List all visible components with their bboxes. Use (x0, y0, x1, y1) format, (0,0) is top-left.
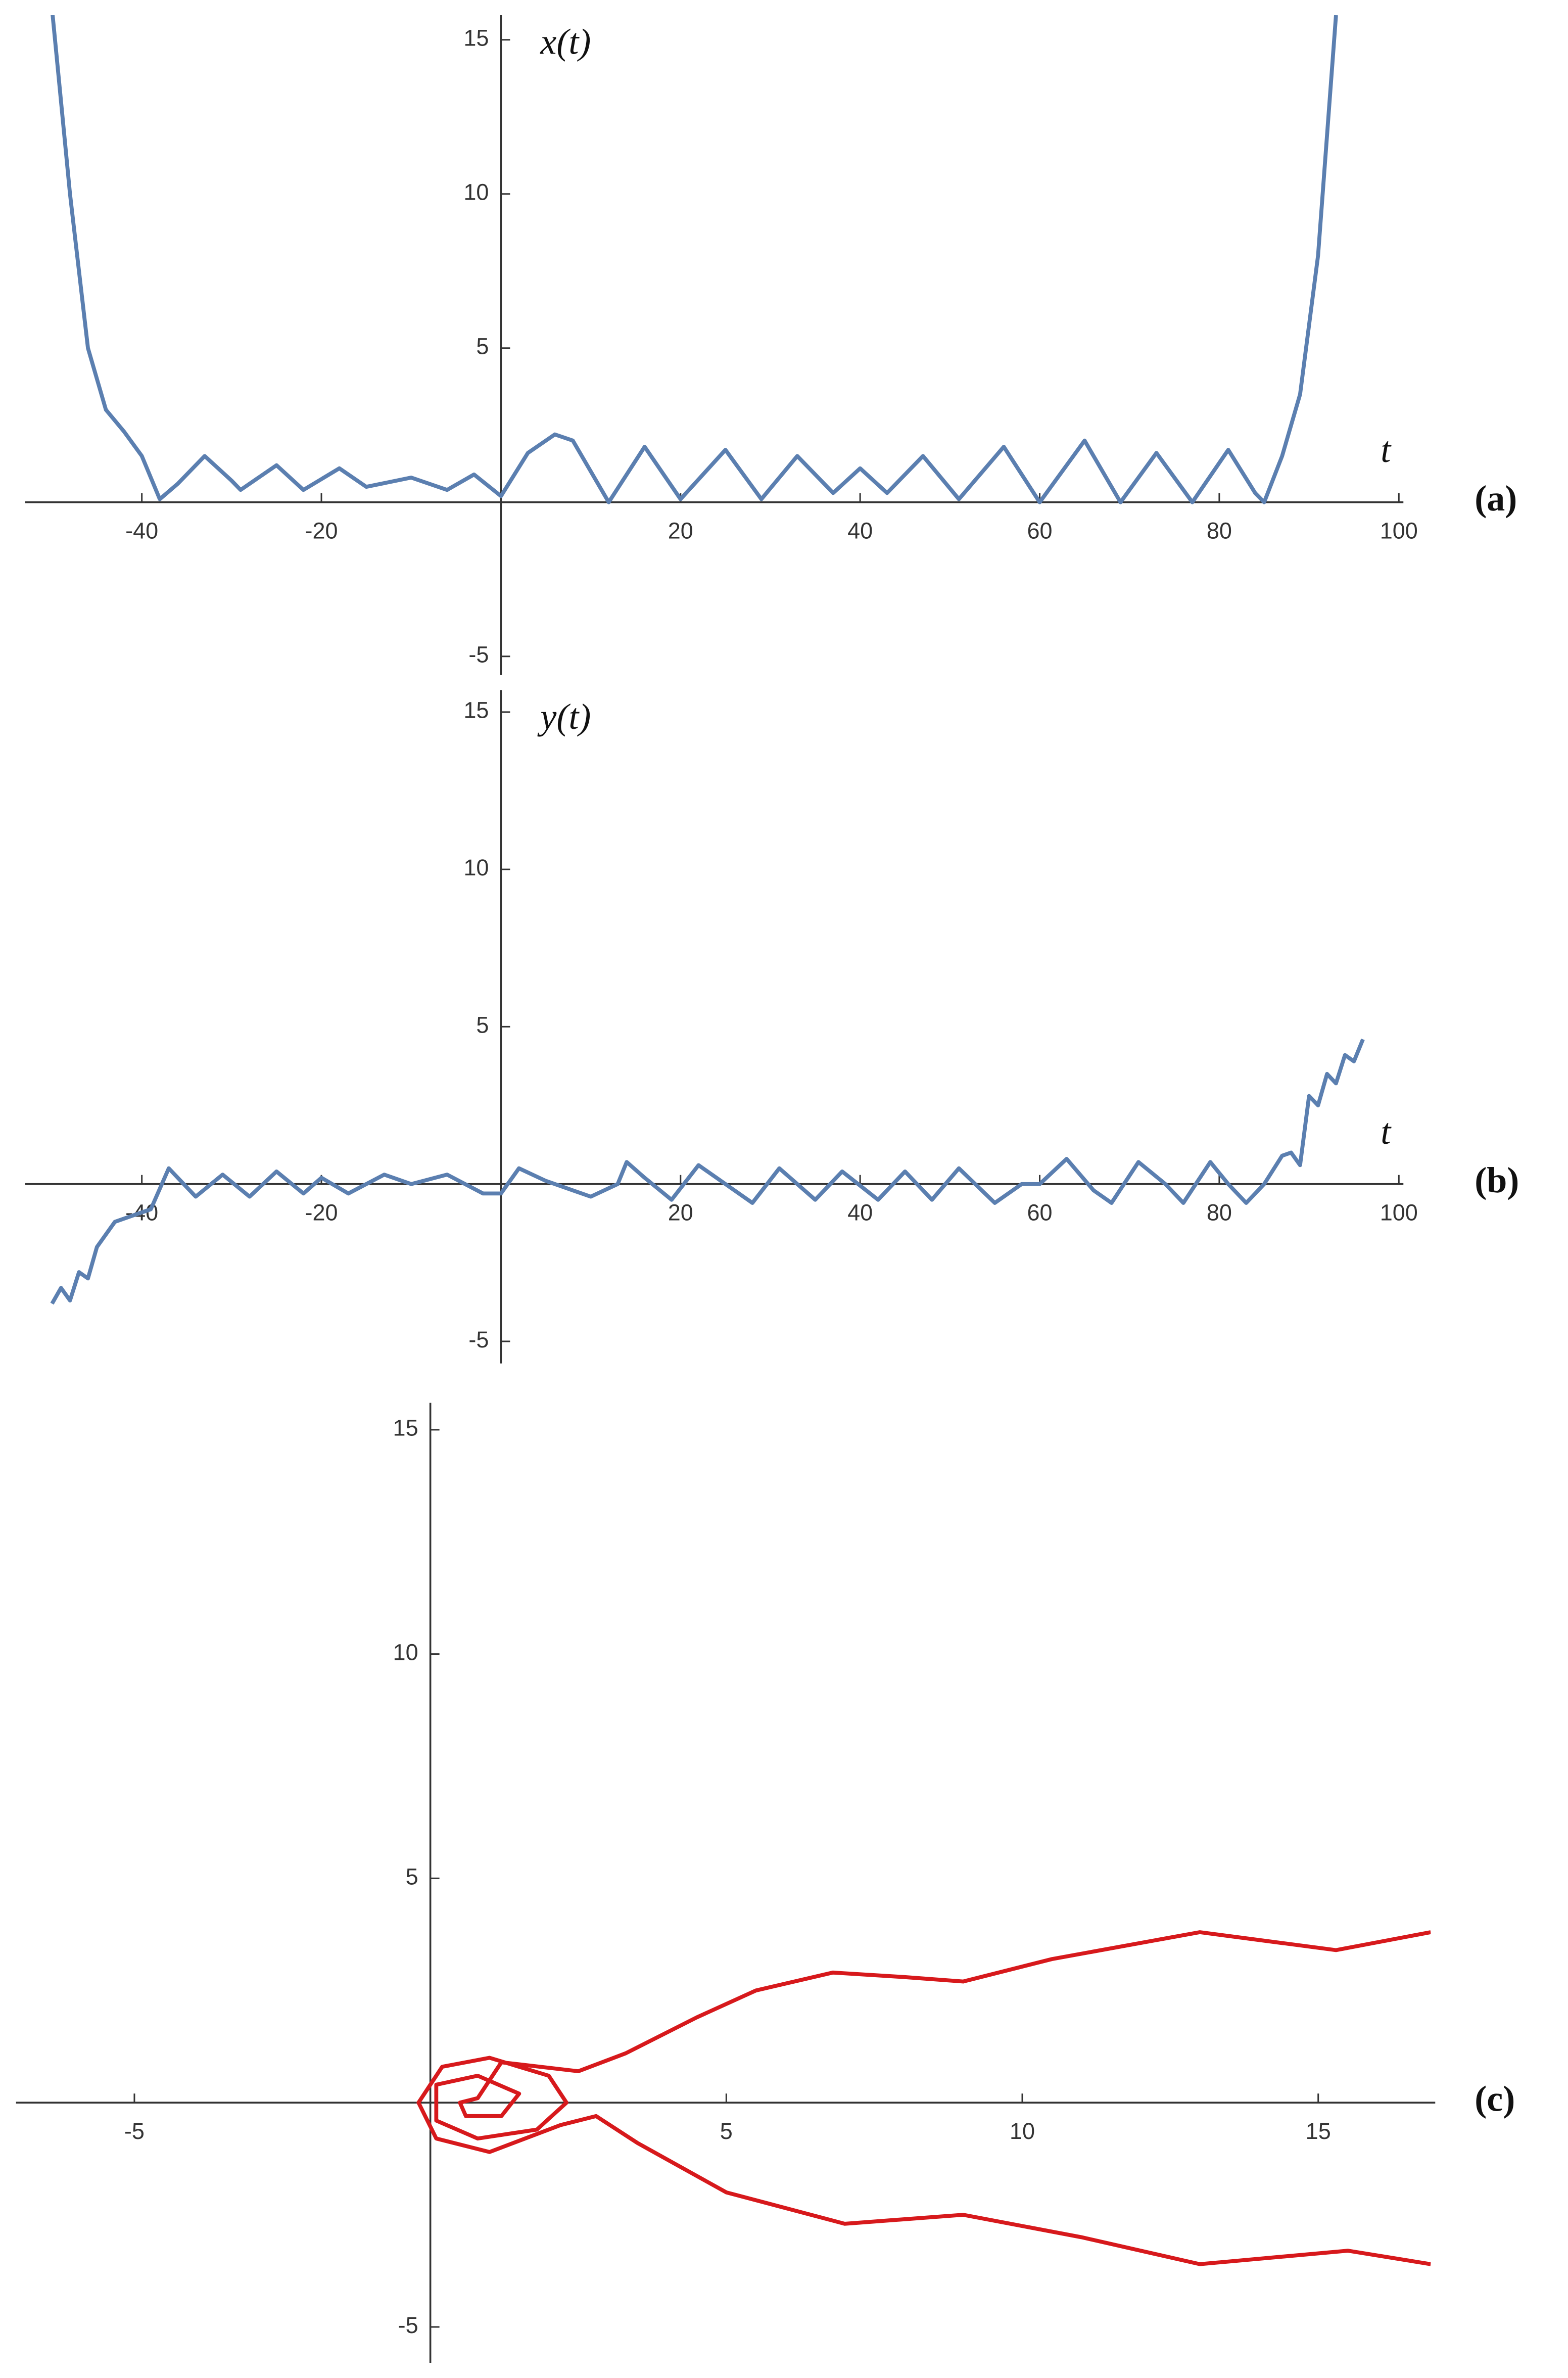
y-tick-label: 15 (393, 1415, 418, 1441)
y-tick-label: 5 (476, 1012, 489, 1038)
panel-label: (a) (1475, 478, 1517, 519)
x-tick-label: 40 (847, 1200, 873, 1226)
x-tick-label: 80 (1207, 518, 1232, 544)
y-tick-label: 5 (406, 1863, 418, 1889)
panel-label: (b) (1475, 1160, 1519, 1200)
x-axis-label: t (1381, 1111, 1392, 1152)
x-tick-label: 60 (1027, 1200, 1052, 1226)
data-line (51, 15, 1338, 504)
y-tick-label: -5 (398, 2312, 418, 2338)
y-tick-label: 5 (476, 334, 489, 359)
x-tick-label: -20 (305, 1200, 338, 1226)
x-tick-label: 100 (1380, 518, 1418, 544)
data-line (416, 1930, 1431, 2266)
x-tick-label: 5 (720, 2118, 733, 2144)
x-tick-label: -5 (124, 2118, 145, 2144)
y-tick-label: 15 (463, 25, 489, 51)
x-tick-label: 60 (1027, 518, 1052, 544)
y-tick-label: 10 (393, 1640, 418, 1665)
x-tick-label: -40 (125, 518, 158, 544)
y-axis-label: y(t) (537, 696, 591, 737)
y-tick-label: 10 (463, 179, 489, 205)
y-tick-label: -5 (468, 1327, 489, 1353)
y-axis-label: x(t) (540, 22, 591, 62)
y-tick-label: -5 (468, 642, 489, 668)
y-tick-label: 10 (463, 855, 489, 880)
x-axis-label: t (1381, 430, 1392, 470)
x-tick-label: 80 (1207, 1200, 1232, 1226)
panel-label: (c) (1475, 2079, 1515, 2119)
x-tick-label: 40 (847, 518, 873, 544)
x-tick-label: 15 (1306, 2118, 1331, 2144)
x-tick-label: -20 (305, 518, 338, 544)
x-tick-label: 20 (668, 1200, 693, 1226)
y-tick-label: 15 (463, 697, 489, 723)
data-line (50, 1038, 1365, 1305)
x-tick-label: 10 (1010, 2118, 1035, 2144)
x-tick-label: 100 (1380, 1200, 1418, 1226)
x-tick-label: 20 (668, 518, 693, 544)
